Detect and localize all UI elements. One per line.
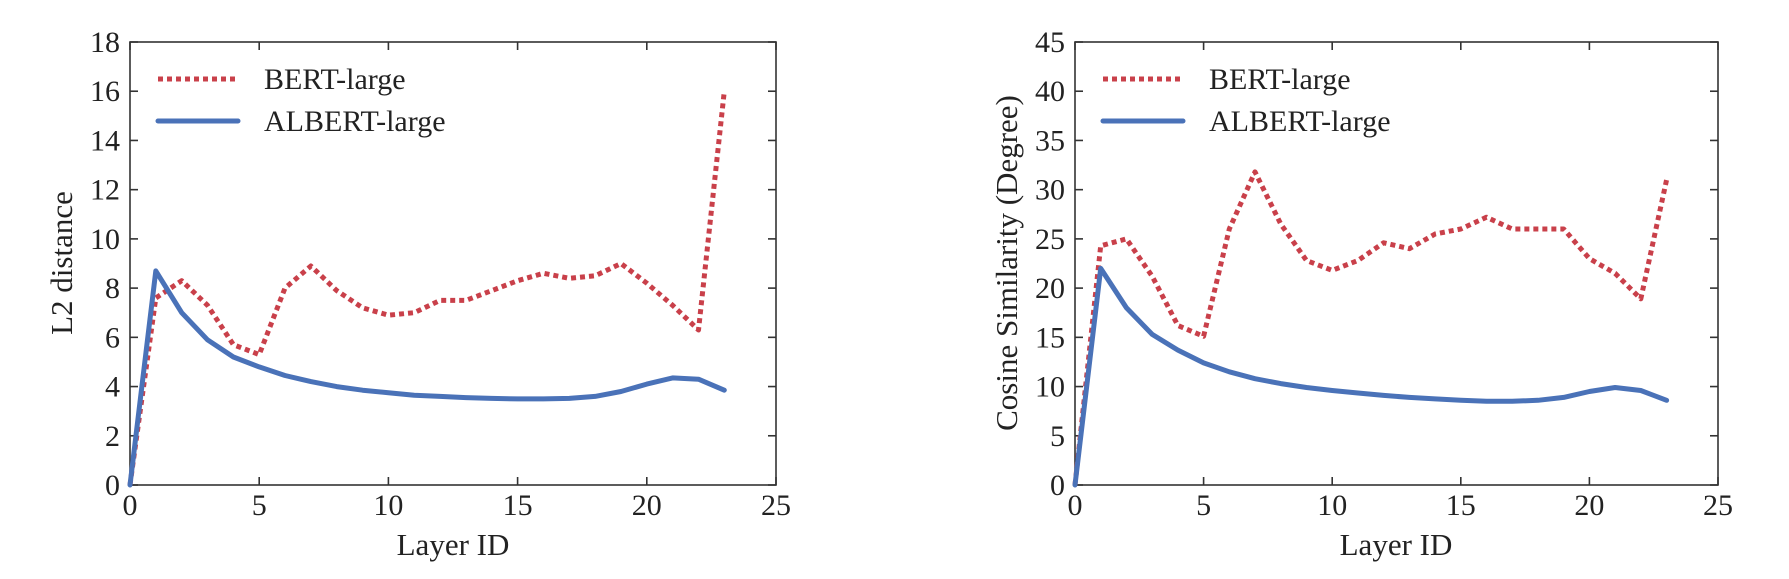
plot-frame bbox=[129, 41, 777, 486]
x-tick-label: 10 bbox=[1317, 489, 1347, 522]
y-tick-label: 6 bbox=[105, 321, 120, 354]
y-axis-label: Cosine Similarity (Degree) bbox=[989, 95, 1024, 431]
chart-cosine-similarity: 0 5 10 15 20 25 0 5 10 15 20 25 30 35 40 45 Layer ID Co… bbox=[989, 26, 1733, 562]
legend-label: ALBERT-large bbox=[264, 105, 446, 138]
series-line-bert bbox=[1072, 169, 1670, 486]
y-tick-label: 0 bbox=[1050, 469, 1065, 502]
y-tick-label: 14 bbox=[90, 124, 120, 157]
x-tick-label: 20 bbox=[632, 489, 662, 522]
y-tick-label: 2 bbox=[105, 420, 120, 453]
x-tick-label: 10 bbox=[373, 489, 403, 522]
x-axis-label: Layer ID bbox=[397, 527, 510, 562]
y-tick-label: 10 bbox=[1035, 371, 1065, 404]
x-tick-label: 15 bbox=[1446, 489, 1476, 522]
axis-ticks: 0 5 10 15 20 25 0 5 10 15 20 25 30 35 40 45 bbox=[1035, 26, 1733, 522]
x-tick-label: 15 bbox=[503, 489, 533, 522]
y-tick-label: 12 bbox=[90, 174, 120, 207]
y-tick-label: 10 bbox=[90, 223, 120, 256]
x-tick-label: 25 bbox=[1703, 489, 1733, 522]
series-layer bbox=[127, 90, 727, 488]
x-tick-label: 25 bbox=[761, 489, 791, 522]
y-axis-label: L2 distance bbox=[44, 191, 79, 335]
y-tick-label: 0 bbox=[105, 469, 120, 502]
series-line-bert bbox=[127, 90, 727, 486]
x-tick-label: 5 bbox=[1196, 489, 1211, 522]
y-tick-label: 8 bbox=[105, 272, 120, 305]
x-tick-label: 20 bbox=[1574, 489, 1604, 522]
series-layer bbox=[1072, 169, 1670, 488]
plot-frame bbox=[1074, 41, 1719, 486]
series-line-albert bbox=[127, 268, 727, 488]
legend: BERT-large ALBERT-large bbox=[1100, 63, 1391, 138]
y-tick-label: 45 bbox=[1035, 26, 1065, 59]
chart-l2-distance: 0 5 10 15 20 25 0 2 4 6 8 10 12 14 16 18 Layer ID L2 di… bbox=[44, 26, 791, 562]
x-tick-label: 0 bbox=[1068, 489, 1083, 522]
y-tick-label: 20 bbox=[1035, 272, 1065, 305]
legend-label: BERT-large bbox=[1209, 63, 1351, 96]
axis-ticks: 0 5 10 15 20 25 0 2 4 6 8 10 12 14 16 18 bbox=[90, 26, 791, 522]
y-tick-label: 25 bbox=[1035, 223, 1065, 256]
legend-label: BERT-large bbox=[264, 63, 406, 96]
series-line-albert bbox=[1072, 265, 1670, 488]
y-tick-label: 4 bbox=[105, 371, 120, 404]
y-tick-label: 5 bbox=[1050, 420, 1065, 453]
y-tick-label: 40 bbox=[1035, 75, 1065, 108]
y-tick-label: 30 bbox=[1035, 174, 1065, 207]
x-tick-label: 0 bbox=[123, 489, 138, 522]
legend-label: ALBERT-large bbox=[1209, 105, 1391, 138]
x-tick-label: 5 bbox=[252, 489, 267, 522]
y-tick-label: 16 bbox=[90, 75, 120, 108]
legend: BERT-large ALBERT-large bbox=[155, 63, 446, 138]
y-tick-label: 15 bbox=[1035, 321, 1065, 354]
x-axis-label: Layer ID bbox=[1340, 527, 1453, 562]
y-tick-label: 35 bbox=[1035, 124, 1065, 157]
y-tick-label: 18 bbox=[90, 26, 120, 59]
